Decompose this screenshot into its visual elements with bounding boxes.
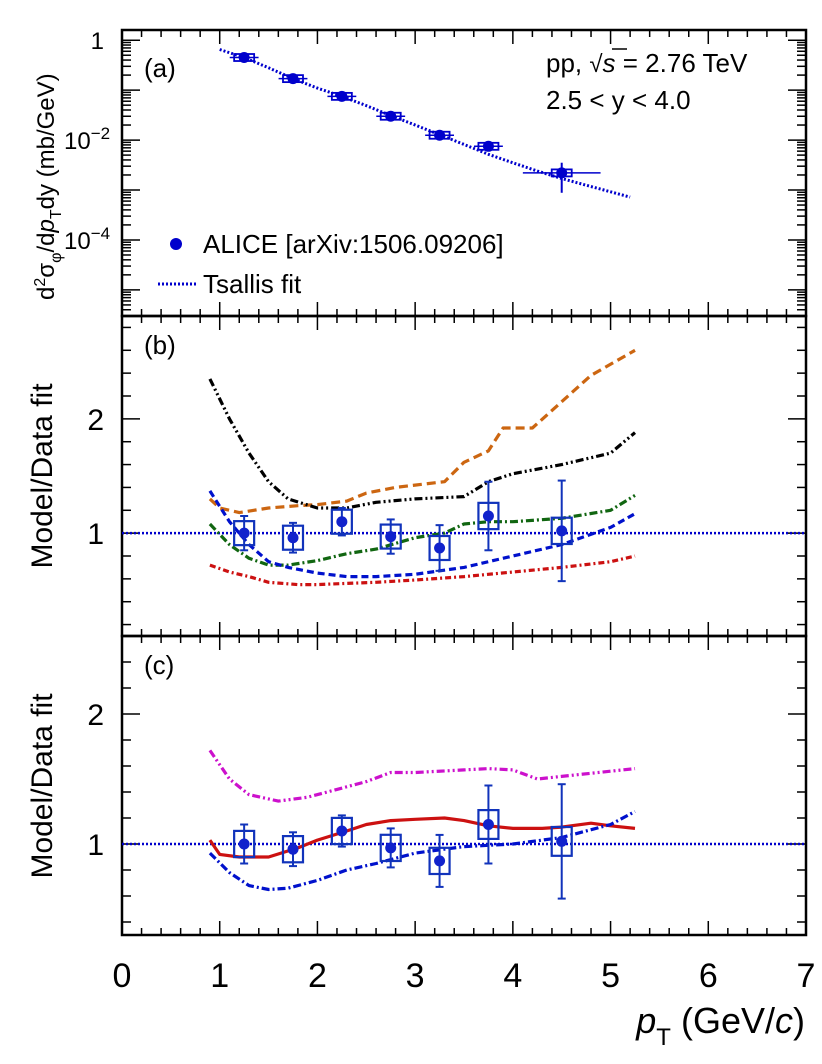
panel-b-curve-red-dash-dot	[209, 554, 636, 587]
panel-b-ytick-label-0: 1	[87, 518, 104, 551]
panel-c-ytick-label-0: 1	[87, 829, 104, 862]
panel-b-point-systbox-5	[477, 501, 500, 531]
panel-c-curve-magenta-dash-dot-dot	[208, 749, 636, 803]
panel-b-point-systbox-3	[379, 523, 402, 550]
panel-b-point-1	[287, 532, 299, 544]
panel-c-points	[233, 783, 573, 900]
panel-b: 12 (b) Model/Data fit	[26, 314, 808, 638]
x-tick-label-1: 1	[210, 957, 229, 995]
panel-a-ytick-label-0: 1	[91, 28, 104, 55]
panel-b-point-3	[385, 531, 397, 543]
x-tick-label-0: 0	[113, 957, 132, 995]
panel-b-curve-blue-dashed	[208, 490, 636, 579]
panel-b-point-4	[434, 542, 446, 554]
panel-b-tag: (b)	[144, 330, 176, 360]
panel-b-point-systbox-4	[428, 534, 451, 562]
panel-c-point-2	[336, 825, 348, 837]
panel-c-point-5	[482, 819, 494, 830]
panel-b-ytick-label-1: 2	[87, 404, 104, 437]
panel-b-curve-green-dash-dot	[208, 494, 636, 567]
alice-point-5	[482, 140, 494, 152]
panel-a-ylabel: d2σφ/dpTdy (mb/GeV)	[32, 73, 65, 300]
legend-marker-alice	[170, 238, 182, 250]
panel-c-point-systbox-4	[428, 846, 451, 876]
panel-a-points	[229, 52, 601, 193]
alice-point-4	[434, 129, 446, 141]
x-axis-label: pT (GeV/c)	[635, 1000, 805, 1051]
panel-b-frame	[120, 314, 808, 638]
panel-b-ticks: 12	[87, 316, 806, 636]
panel-a-ytick-label-2: 10−4	[64, 224, 110, 255]
panel-c-point-3	[385, 842, 397, 854]
panel-b-curve-orange-dashed	[208, 348, 636, 515]
panel-b-points	[233, 479, 573, 583]
panel-c-point-systbox-1	[281, 834, 305, 864]
annotation-rapidity: 2.5 < y < 4.0	[546, 85, 691, 115]
x-tick-labels: 0 1 2 3 4 5 6 7	[113, 957, 816, 995]
panel-b-point-5	[482, 510, 494, 522]
panel-a-ytick-label-1: 10−2	[64, 124, 110, 155]
panel-b-point-6	[556, 525, 568, 537]
panel-a-y-ticks: 1 10−2 10−4	[64, 28, 806, 317]
panel-c-point-systbox-0	[233, 829, 256, 859]
x-tick-label-7: 7	[797, 957, 816, 995]
panel-c-curve-blue-dash-dot	[208, 810, 636, 892]
panel-c-point-systbox-6	[550, 825, 573, 857]
legend-label-alice: ALICE [arXiv:1506.09206]	[203, 229, 504, 259]
panel-c-ylabel: Model/Data fit	[26, 693, 59, 879]
alice-point-1	[287, 73, 299, 85]
panel-a-tag: (a)	[144, 53, 176, 83]
panel-c-frame	[120, 634, 808, 937]
panel-b-ylabel: Model/Data fit	[26, 383, 59, 569]
panel-c-point-4	[434, 855, 446, 867]
panel-a: 1 10−2 10−4 (a) pp, √s = 2.76 TeV 2.5 < y …	[32, 28, 808, 318]
panel-a-fit	[219, 48, 631, 199]
panel-c-curves	[208, 749, 636, 892]
x-tick-label-4: 4	[503, 957, 522, 995]
panel-c-point-systbox-5	[477, 808, 500, 840]
panel-c-point-1	[287, 843, 299, 855]
panel-c-tag: (c)	[144, 650, 174, 680]
legend-label-tsallis: Tsallis fit	[203, 269, 302, 299]
alice-point-2	[336, 90, 348, 102]
panel-c-point-systbox-2	[330, 816, 353, 846]
panel-b-point-0	[238, 527, 250, 539]
panel-c-ticks: 12	[87, 636, 806, 935]
panel-c-ytick-label-1: 2	[87, 699, 104, 732]
panel-b-point-systbox-1	[281, 524, 305, 551]
panel-b-point-systbox-0	[233, 520, 256, 547]
annotation-energy: pp, √s = 2.76 TeV	[546, 48, 748, 78]
panel-b-point-systbox-6	[550, 516, 573, 546]
panel-b-curves	[208, 348, 637, 587]
alice-point-6	[556, 167, 568, 179]
panel-c-point-systbox-3	[379, 833, 402, 863]
alice-point-3	[385, 110, 397, 122]
panel-c-point-0	[238, 838, 250, 850]
panel-b-curve-black-dash-dot-dot	[208, 378, 637, 510]
x-tick-label-5: 5	[601, 957, 620, 995]
panel-b-point-systbox-2	[330, 508, 353, 535]
panel-c-point-6	[556, 835, 568, 847]
x-tick-label-6: 6	[699, 957, 718, 995]
panel-b-point-2	[336, 516, 348, 528]
alice-point-0	[238, 52, 250, 64]
x-tick-label-2: 2	[308, 957, 327, 995]
x-tick-label-3: 3	[406, 957, 425, 995]
tsallis-fit-line	[219, 48, 631, 199]
